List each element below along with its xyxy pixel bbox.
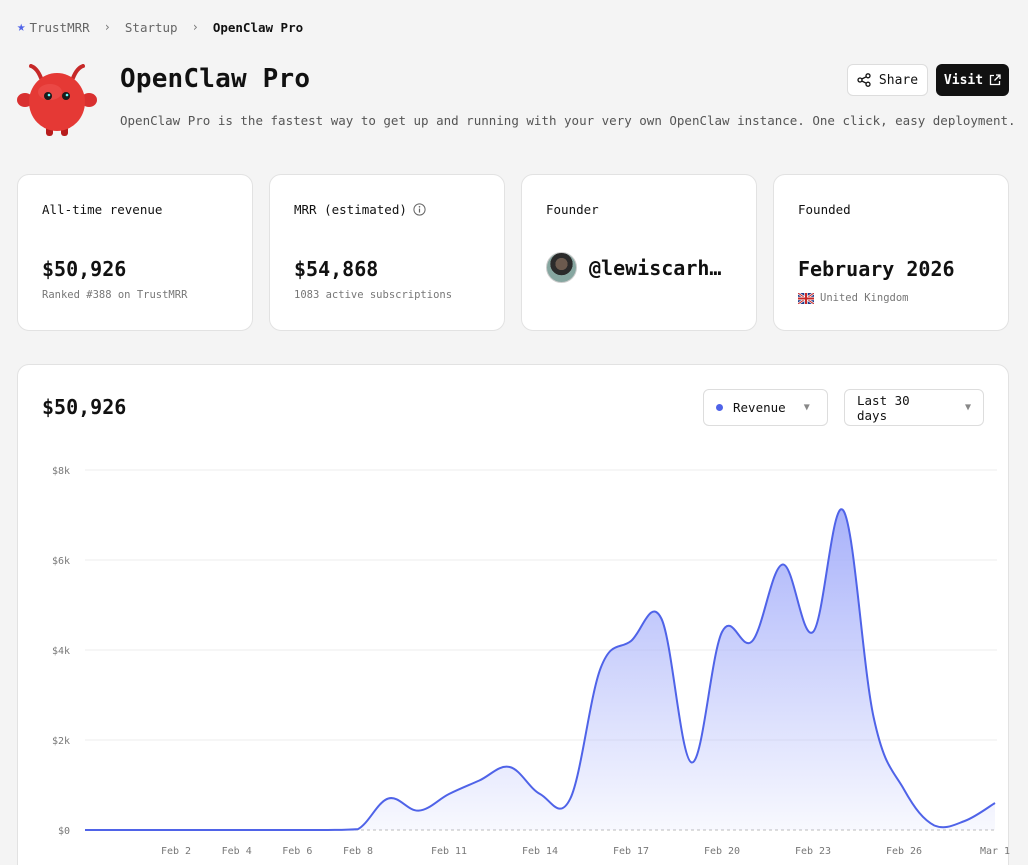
- star-icon: ★: [17, 19, 26, 35]
- y-tick-label: $8k: [52, 466, 70, 477]
- card-founder[interactable]: Founder @lewiscarhart: [521, 174, 757, 331]
- x-tick-label: Feb 4: [222, 846, 252, 857]
- revenue-value: $50,926: [42, 257, 127, 281]
- range-select[interactable]: Last 30 days ▼: [844, 389, 984, 426]
- share-label: Share: [878, 72, 919, 88]
- card-founded: Founded February 2026 United Kingdom: [773, 174, 1009, 331]
- chevron-down-icon: ▼: [964, 402, 971, 413]
- mrr-label: MRR (estimated): [294, 202, 407, 217]
- mrr-value: $54,868: [294, 257, 379, 281]
- visit-button[interactable]: Visit: [936, 64, 1009, 96]
- visit-label: Visit: [943, 72, 984, 88]
- x-tick-label: Feb 11: [431, 846, 467, 857]
- chevron-right-icon: ›: [103, 20, 111, 34]
- metric-select[interactable]: Revenue ▼: [703, 389, 828, 426]
- founded-value: February 2026: [798, 257, 955, 281]
- card-label: All-time revenue: [42, 202, 163, 217]
- metric-select-value: Revenue: [733, 400, 786, 415]
- uk-flag-icon: [798, 292, 814, 304]
- breadcrumb-current: OpenClaw Pro: [212, 19, 304, 35]
- card-label: MRR (estimated): [294, 202, 426, 217]
- y-tick-label: $6k: [52, 556, 70, 567]
- revenue-area-chart[interactable]: $0 $2k $4k $6k $8k Feb 2 Feb 4 Feb 6 Feb 8 Feb 11…: [18, 365, 1010, 865]
- info-icon[interactable]: [413, 203, 426, 216]
- revenue-rank: Ranked #388 on TrustMRR: [42, 289, 188, 301]
- chart-total: $50,926: [42, 395, 127, 419]
- x-tick-label: Feb 2: [161, 846, 191, 857]
- card-all-time-revenue: All-time revenue $50,926 Ranked #388 on …: [17, 174, 253, 331]
- x-tick-label: Feb 26: [886, 846, 922, 857]
- y-tick-label: $2k: [52, 736, 70, 747]
- startup-logo: [17, 64, 97, 136]
- y-tick-label: $4k: [52, 646, 70, 657]
- founded-country: United Kingdom: [798, 292, 909, 304]
- range-select-value: Last 30 days: [857, 392, 910, 423]
- series-dot: [716, 404, 723, 411]
- revenue-area: [85, 509, 995, 830]
- share-button[interactable]: Share: [847, 64, 928, 96]
- x-tick-label: Mar 1: [980, 846, 1010, 857]
- mrr-subscriptions: 1083 active subscriptions: [294, 289, 453, 301]
- external-link-icon: [989, 74, 1001, 86]
- x-tick-label: Feb 17: [613, 846, 649, 857]
- country-label: United Kingdom: [820, 292, 909, 304]
- x-tick-label: Feb 20: [704, 846, 740, 857]
- revenue-chart-panel: $50,926 Revenue ▼ Last 30 days ▼ $0 $2k $4…: [17, 364, 1010, 865]
- revenue-line: [85, 508, 996, 831]
- chevron-down-icon: ▼: [803, 402, 810, 413]
- chevron-right-icon: ›: [191, 20, 199, 34]
- page-description: OpenClaw Pro is the fastest way to get u…: [120, 113, 1016, 128]
- breadcrumb-startup[interactable]: Startup: [124, 19, 178, 35]
- x-tick-label: Feb 8: [343, 846, 373, 857]
- y-tick-label: $0: [58, 826, 70, 837]
- breadcrumb-trustmrr[interactable]: TrustMRR: [29, 19, 90, 35]
- x-tick-label: Feb 23: [795, 846, 831, 857]
- page-title: OpenClaw Pro: [120, 64, 311, 94]
- founder-row[interactable]: @lewiscarhart: [546, 252, 729, 283]
- founder-handle[interactable]: @lewiscarhart: [589, 255, 729, 280]
- share-icon: [857, 73, 871, 87]
- breadcrumb: ★ TrustMRR › Startup › OpenClaw Pro: [17, 19, 303, 35]
- card-label: Founded: [798, 202, 851, 217]
- x-tick-label: Feb 14: [522, 846, 558, 857]
- avatar: [546, 252, 577, 283]
- x-tick-label: Feb 6: [282, 846, 312, 857]
- card-label: Founder: [546, 202, 599, 217]
- card-mrr: MRR (estimated) $54,868 1083 active subs…: [269, 174, 505, 331]
